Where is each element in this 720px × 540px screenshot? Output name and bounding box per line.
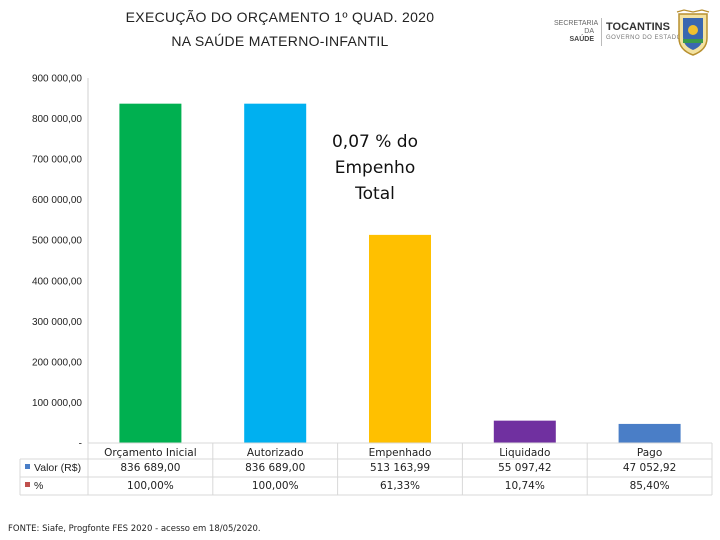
secretaria-logo-line-3: SAÚDE — [569, 36, 594, 43]
logo-divider — [601, 18, 602, 46]
state-coat-of-arms-icon — [676, 9, 710, 56]
chart-annotation: Empenho — [335, 158, 416, 178]
table-cell: 85,40% — [630, 480, 670, 492]
table-cell: 100,00% — [252, 480, 299, 492]
source-note: FONTE: Siafe, Progfonte FES 2020 - acess… — [8, 524, 261, 534]
secretaria-saude-logo: SECRETARIA DA SAÚDE — [554, 20, 599, 44]
y-tick-label: 500 000,00 — [32, 236, 82, 247]
category-label: Liquidado — [499, 447, 550, 459]
table-cell: 10,74% — [505, 480, 545, 492]
government-logo-text: GOVERNO DO ESTADO — [606, 35, 682, 41]
table-cell: 836 689,00 — [120, 462, 180, 474]
table-legend-swatch — [25, 464, 30, 469]
category-label: Orçamento Inicial — [104, 447, 197, 459]
category-label: Autorizado — [247, 447, 304, 459]
secretaria-logo-line-2: DA — [584, 28, 594, 35]
table-row-label: % — [34, 480, 43, 492]
chart-annotation: 0,07 % do — [332, 132, 418, 152]
y-tick-label: 700 000,00 — [32, 155, 82, 166]
table-cell: 55 097,42 — [498, 462, 551, 474]
y-tick-label: 200 000,00 — [32, 357, 82, 368]
y-tick-label: 600 000,00 — [32, 195, 82, 206]
tocantins-logo-text: TOCANTINS — [606, 21, 670, 33]
y-tick-label: 100 000,00 — [32, 398, 82, 409]
bar-2 — [369, 234, 431, 443]
y-tick-label: 900 000,00 — [32, 74, 82, 85]
y-tick-label: - — [79, 439, 82, 450]
table-cell: 513 163,99 — [370, 462, 430, 474]
y-tick-label: 300 000,00 — [32, 317, 82, 328]
y-tick-label: 400 000,00 — [32, 276, 82, 287]
chart-annotation: Total — [354, 184, 395, 204]
secretaria-logo-line-1: SECRETARIA — [554, 20, 599, 27]
category-label: Pago — [637, 447, 662, 459]
bar-1 — [244, 103, 307, 444]
table-legend-swatch — [25, 482, 30, 487]
category-label: Empenhado — [369, 447, 432, 459]
chart-title-line-1: EXECUÇÃO DO ORÇAMENTO 1º QUAD. 2020 — [125, 9, 435, 25]
table-row-label: Valor (R$) — [34, 462, 81, 474]
table-cell: 47 052,92 — [623, 462, 676, 474]
y-tick-label: 800 000,00 — [32, 114, 82, 125]
table-cell: 100,00% — [127, 480, 174, 492]
table-cell: 836 689,00 — [245, 462, 305, 474]
bar-4 — [618, 423, 681, 443]
table-cell: 61,33% — [380, 480, 420, 492]
bar-3 — [493, 420, 556, 443]
header-logos: SECRETARIA DA SAÚDE TOCANTINS GOVERNO DO… — [554, 8, 712, 58]
chart-title-line-2: NA SAÚDE MATERNO-INFANTIL — [171, 33, 389, 49]
bar-0 — [119, 103, 182, 444]
